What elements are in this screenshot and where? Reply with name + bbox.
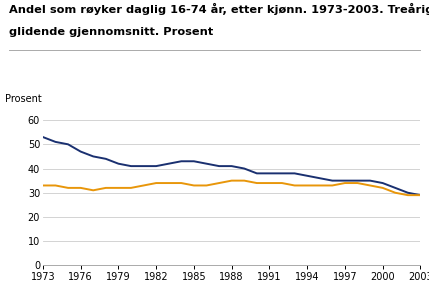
Legend: Kvinner, Menn: Kvinner, Menn	[136, 301, 290, 305]
Text: Prosent: Prosent	[5, 94, 42, 104]
Kvinner	[242, 179, 247, 182]
Kvinner	[217, 181, 222, 185]
Menn	[279, 171, 284, 175]
Menn	[418, 193, 423, 197]
Menn	[267, 171, 272, 175]
Menn	[166, 162, 171, 166]
Kvinner	[317, 184, 322, 187]
Menn	[305, 174, 310, 178]
Menn	[405, 191, 411, 195]
Kvinner	[229, 179, 234, 182]
Kvinner	[380, 186, 385, 190]
Menn	[53, 140, 58, 144]
Menn	[355, 179, 360, 182]
Kvinner	[204, 184, 209, 187]
Line: Kvinner: Kvinner	[43, 181, 420, 195]
Kvinner	[267, 181, 272, 185]
Menn	[393, 186, 398, 190]
Menn	[254, 171, 260, 175]
Kvinner	[305, 184, 310, 187]
Menn	[229, 164, 234, 168]
Kvinner	[279, 181, 284, 185]
Menn	[292, 171, 297, 175]
Menn	[154, 164, 159, 168]
Kvinner	[418, 193, 423, 197]
Menn	[342, 179, 347, 182]
Kvinner	[78, 186, 83, 190]
Menn	[141, 164, 146, 168]
Line: Menn: Menn	[43, 137, 420, 195]
Kvinner	[141, 184, 146, 187]
Menn	[317, 176, 322, 180]
Kvinner	[342, 181, 347, 185]
Kvinner	[66, 186, 71, 190]
Menn	[128, 164, 133, 168]
Menn	[330, 179, 335, 182]
Kvinner	[166, 181, 171, 185]
Menn	[40, 135, 45, 139]
Kvinner	[128, 186, 133, 190]
Kvinner	[179, 181, 184, 185]
Kvinner	[154, 181, 159, 185]
Menn	[191, 160, 196, 163]
Kvinner	[330, 184, 335, 187]
Menn	[91, 155, 96, 158]
Menn	[217, 164, 222, 168]
Menn	[179, 160, 184, 163]
Text: Andel som røyker daglig 16-74 år, etter kjønn. 1973-2003. Treårig: Andel som røyker daglig 16-74 år, etter …	[9, 3, 429, 15]
Menn	[116, 162, 121, 166]
Kvinner	[191, 184, 196, 187]
Menn	[103, 157, 109, 161]
Text: glidende gjennomsnitt. Prosent: glidende gjennomsnitt. Prosent	[9, 27, 213, 38]
Kvinner	[40, 184, 45, 187]
Kvinner	[116, 186, 121, 190]
Kvinner	[53, 184, 58, 187]
Kvinner	[103, 186, 109, 190]
Kvinner	[393, 191, 398, 195]
Kvinner	[91, 188, 96, 192]
Kvinner	[254, 181, 260, 185]
Menn	[78, 150, 83, 153]
Kvinner	[405, 193, 411, 197]
Menn	[204, 162, 209, 166]
Menn	[380, 181, 385, 185]
Kvinner	[368, 184, 373, 187]
Menn	[66, 142, 71, 146]
Kvinner	[292, 184, 297, 187]
Menn	[368, 179, 373, 182]
Kvinner	[355, 181, 360, 185]
Menn	[242, 167, 247, 170]
